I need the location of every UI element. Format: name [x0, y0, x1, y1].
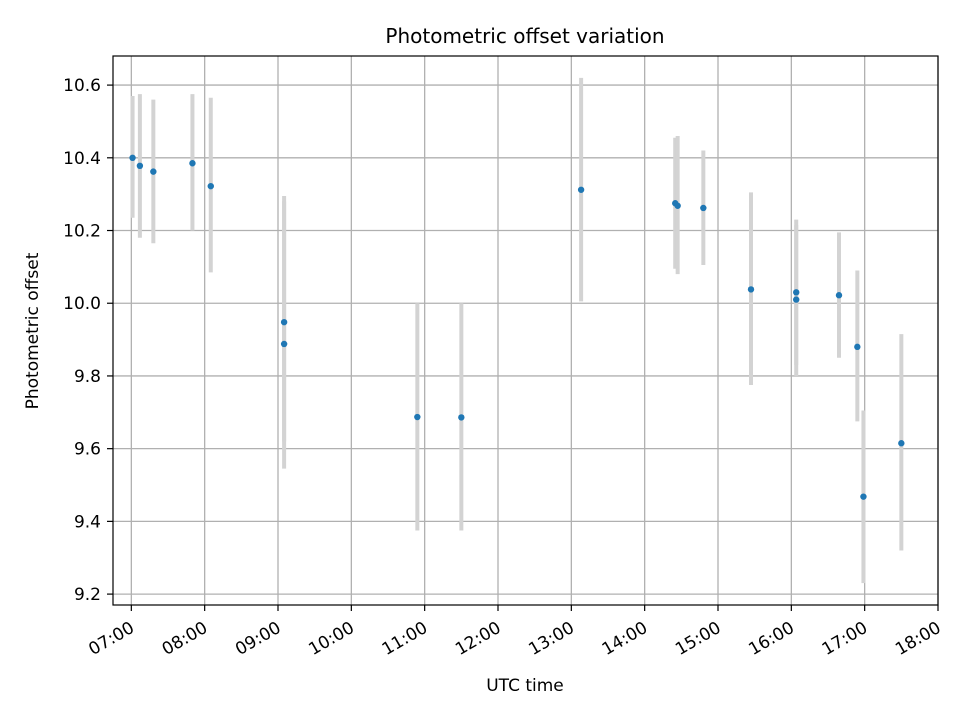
- y-axis-ticks: 9.2 9.4 9.6 9.8 10.0 10.2 10.4 10.6: [63, 76, 113, 605]
- y-tick-label: 10.6: [63, 76, 101, 96]
- data-point: [577, 186, 585, 193]
- y-tick-label: 9.4: [74, 512, 101, 532]
- y-tick-label: 10.0: [63, 294, 101, 314]
- y-tick-label: 9.6: [74, 440, 101, 460]
- data-point: [793, 296, 800, 303]
- data-point: [747, 286, 755, 293]
- data-point: [189, 160, 196, 167]
- data-point: [860, 493, 867, 500]
- data-point: [207, 182, 214, 190]
- point-layer: [129, 154, 905, 500]
- x-axis-label: UTC time: [486, 676, 564, 696]
- data-point: [280, 318, 288, 326]
- data-point: [793, 289, 800, 296]
- chart-title: Photometric offset variation: [385, 24, 664, 48]
- data-point: [136, 162, 144, 169]
- data-point: [150, 168, 157, 175]
- data-point: [458, 414, 465, 421]
- data-point: [674, 202, 681, 209]
- y-tick-label: 10.2: [63, 222, 101, 242]
- plot-frame: [112, 55, 939, 606]
- y-tick-label: 10.4: [63, 149, 101, 169]
- y-axis-label: Photometric offset: [23, 252, 43, 409]
- data-point: [835, 292, 843, 299]
- data-point: [898, 440, 905, 447]
- data-point: [700, 204, 707, 212]
- data-point: [280, 340, 288, 348]
- y-tick-label: 9.2: [74, 585, 101, 605]
- data-point: [414, 413, 421, 421]
- data-point: [854, 343, 861, 351]
- y-tick-label: 9.8: [74, 367, 101, 387]
- data-point: [129, 154, 136, 162]
